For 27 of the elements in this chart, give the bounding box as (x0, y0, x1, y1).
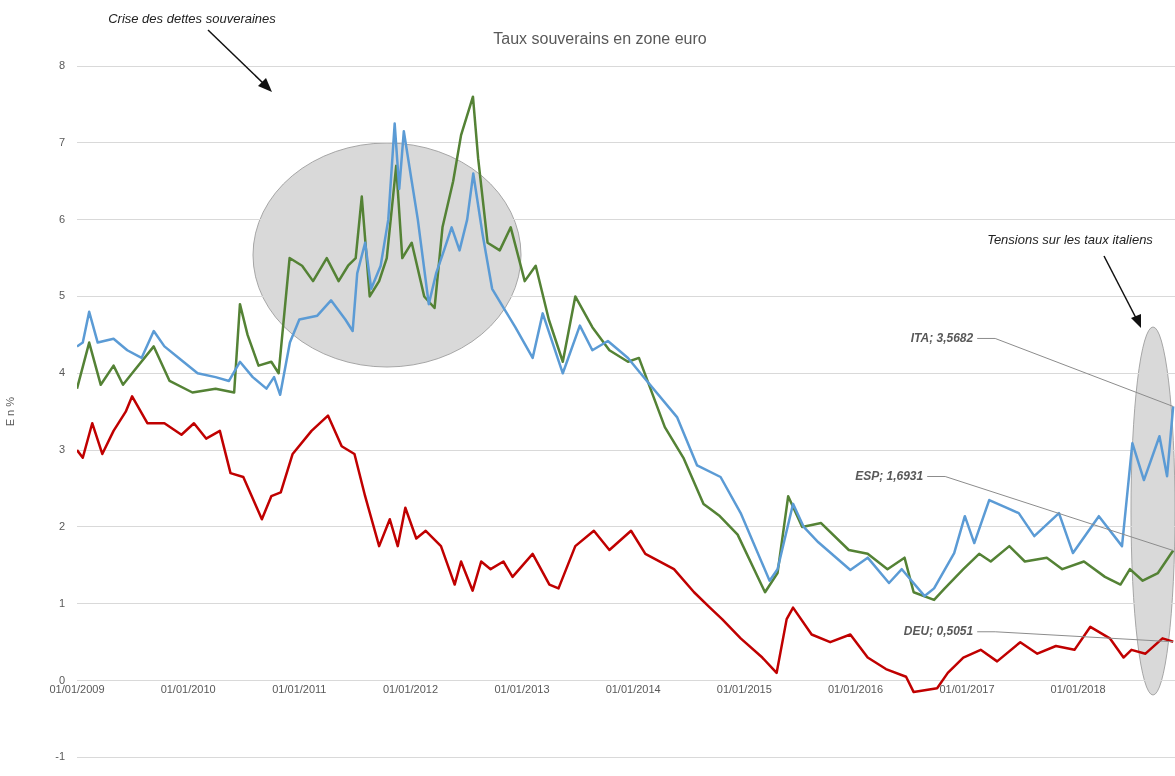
y-tick-label: 4 (58, 366, 65, 379)
x-tick-label: 01/01/2010 (160, 683, 216, 696)
x-tick-label: 01/01/2018 (1050, 683, 1106, 696)
y-tick-label: 2 (58, 519, 65, 532)
annotation: ESP; 1,6931 (855, 468, 924, 483)
y-axis-title: E n % (3, 396, 16, 427)
y-tick-label: 8 (58, 59, 65, 72)
x-tick-label: 01/01/2012 (382, 683, 439, 696)
annotation: DEU; 0,5051 (903, 624, 974, 639)
chart-title: Taux souverains en zone euro (493, 30, 707, 48)
y-tick-label: -1 (55, 750, 65, 763)
y-tick-label: 1 (58, 596, 65, 609)
x-tick-label: 01/01/2011 (272, 683, 327, 696)
x-tick-label: 01/01/2014 (605, 683, 661, 696)
x-tick-label: 01/01/2013 (494, 683, 550, 696)
x-tick-label: 01/01/2016 (827, 683, 884, 696)
y-tick-label: 6 (58, 212, 65, 225)
annotation: Tensions sur les taux italiens (987, 231, 1154, 247)
x-tick-label: 01/01/2015 (716, 683, 772, 696)
y-tick-label: 5 (58, 289, 65, 302)
text: Crise des dettes souveraines (108, 10, 277, 26)
y-tick-label: 0 (58, 673, 65, 686)
y-tick-label: 7 (58, 135, 65, 148)
x-tick-label: 01/01/2017 (939, 683, 995, 696)
x-tick-label: 01/01/2009 (49, 683, 105, 696)
annotation: ITA; 3,5682 (910, 330, 974, 345)
y-tick-label: 3 (58, 443, 65, 456)
